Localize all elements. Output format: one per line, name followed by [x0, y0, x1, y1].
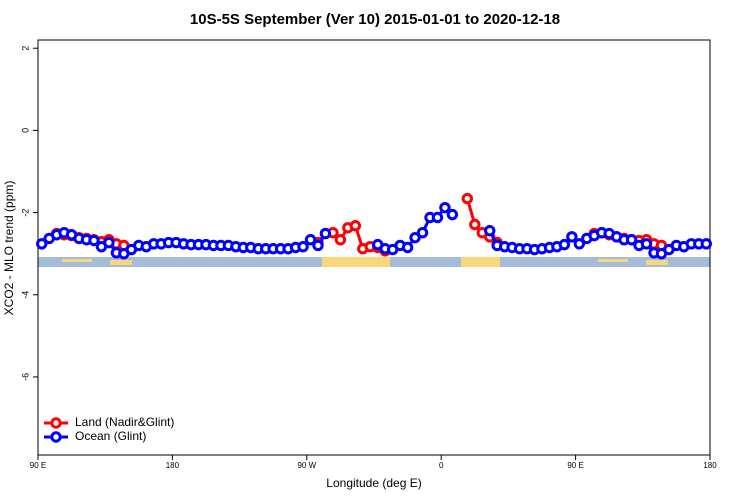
point — [573, 238, 586, 250]
point — [103, 236, 115, 249]
point — [439, 201, 451, 214]
point — [349, 220, 362, 232]
map-band — [38, 257, 710, 267]
point — [401, 241, 414, 254]
point — [409, 231, 421, 244]
point — [36, 238, 48, 250]
y-tick-label: 2 — [20, 46, 30, 51]
point — [297, 240, 309, 253]
x-tick-label: 90 E — [30, 461, 46, 470]
x-axis-label: Longitude (deg E) — [326, 476, 421, 490]
point — [88, 234, 100, 247]
legend-label: Ocean (Glint) — [75, 429, 146, 443]
point — [312, 239, 324, 252]
point — [431, 211, 444, 224]
point — [484, 224, 496, 237]
legend-marker — [50, 431, 62, 443]
legend-marker — [50, 417, 62, 429]
point — [640, 238, 653, 250]
land-band — [322, 257, 390, 267]
island-band — [598, 259, 628, 262]
y-tick-label: -6 — [20, 373, 30, 381]
x-tick-label: 90 E — [567, 461, 583, 470]
legend-label: Land (Nadir&Glint) — [75, 415, 174, 429]
island-band — [110, 260, 132, 265]
y-tick-label: 0 — [20, 128, 30, 133]
y-axis-label: XCO2 - MLO trend (ppm) — [2, 181, 16, 316]
x-tick-label: 0 — [439, 461, 444, 470]
y-tick-label: -2 — [20, 209, 30, 217]
point — [566, 231, 578, 243]
land-band — [461, 257, 500, 267]
point — [558, 238, 571, 251]
point — [700, 238, 712, 250]
point — [416, 227, 429, 239]
point — [446, 208, 459, 221]
point — [469, 218, 481, 231]
point — [625, 233, 638, 246]
point — [461, 192, 474, 205]
island-band — [62, 259, 92, 262]
x-tick-label: 180 — [703, 461, 717, 470]
point — [319, 227, 332, 240]
x-tick-label: 90 W — [297, 461, 316, 470]
chart-title: 10S-5S September (Ver 10) 2015-01-01 to … — [190, 11, 560, 28]
point — [304, 233, 317, 246]
point — [334, 233, 347, 246]
island-band — [646, 260, 668, 265]
x-tick-label: 180 — [166, 461, 180, 470]
y-tick-label: -4 — [20, 291, 30, 299]
